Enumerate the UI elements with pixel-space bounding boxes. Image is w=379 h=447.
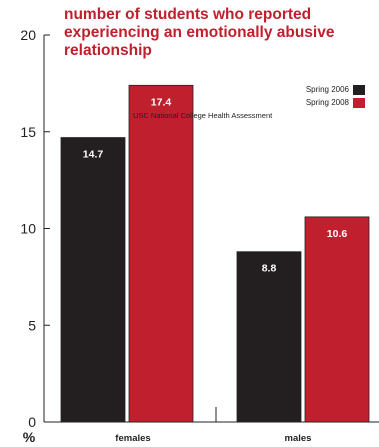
bar-value-label: 8.8 — [262, 263, 277, 275]
legend-swatch-spring-2006 — [353, 84, 365, 95]
source-note: USC National College Health Assessment — [133, 111, 273, 120]
bar-value-label: 10.6 — [327, 228, 348, 240]
x-tick-label-males: males — [285, 433, 312, 444]
x-tick-label-females: females — [115, 433, 150, 444]
y-tick-label: 0 — [28, 414, 36, 430]
legend-swatch-spring-2008 — [353, 97, 365, 108]
bar-males-spring-2006 — [236, 251, 302, 423]
bar-value-label: 17.4 — [151, 96, 172, 108]
tick-layer: 0 5 10 15 20% females males — [20, 27, 311, 445]
chart-title-line-2: experiencing an emotionally abusive — [64, 24, 335, 41]
bar-value-label: 14.7 — [83, 149, 104, 161]
bar-males-spring-2008 — [304, 216, 370, 423]
bar-females-spring-2006 — [60, 137, 126, 423]
bar-layer: 14.7 8.8 17.4 10.6 — [60, 84, 370, 423]
y-tick-label: 5 — [28, 317, 36, 333]
legend-item-spring-2006: Spring 2006 — [145, 83, 365, 96]
legend-label-spring-2008: Spring 2008 — [305, 98, 349, 107]
chart-title-line-3: relationship — [64, 42, 152, 59]
chart-title-line-1: number of students who reported — [64, 6, 312, 23]
y-tick-label: 10 — [20, 221, 36, 237]
bar-females-spring-2008 — [128, 84, 194, 423]
y-tick-label: 15 — [20, 124, 36, 140]
legend-item-spring-2008: Spring 2008 — [145, 96, 365, 109]
chart-legend: Spring 2006 Spring 2008 — [145, 83, 365, 109]
legend-label-spring-2006: Spring 2006 — [305, 85, 349, 94]
chart-title: number of students who reported experien… — [64, 6, 364, 60]
y-axis-label: % — [23, 429, 36, 445]
y-tick-label: 20 — [20, 27, 36, 43]
